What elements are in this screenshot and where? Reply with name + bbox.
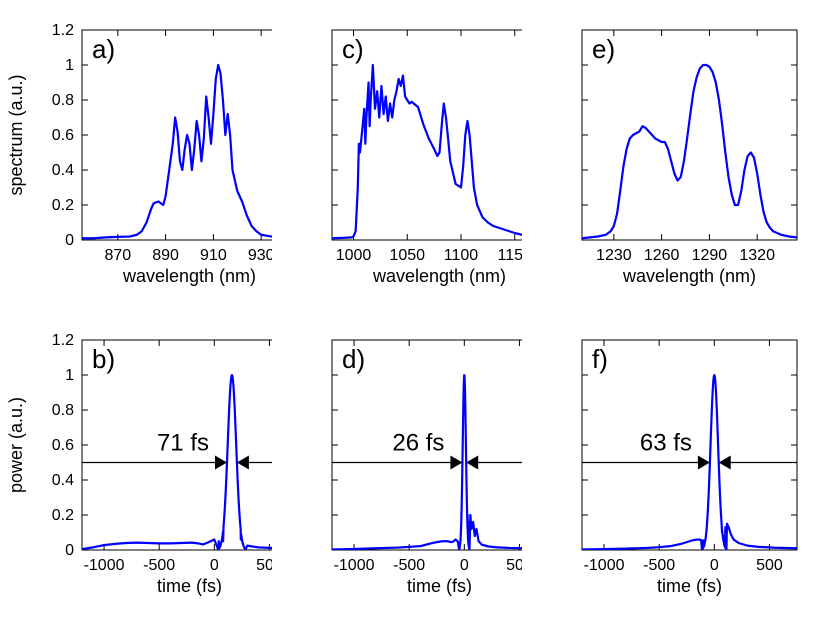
svg-text:0: 0 [65,232,74,249]
svg-text:26 fs: 26 fs [392,430,444,457]
svg-text:a): a) [92,34,115,64]
svg-text:1: 1 [65,367,74,384]
svg-text:0.6: 0.6 [52,437,74,454]
svg-text:time (fs): time (fs) [407,576,472,596]
svg-text:910: 910 [200,247,227,264]
svg-text:-500: -500 [393,557,425,574]
svg-text:0: 0 [65,542,74,559]
svg-text:f): f) [592,344,608,374]
svg-text:1320: 1320 [739,247,775,264]
svg-text:power (a.u.): power (a.u.) [6,397,26,493]
panel-f: -1000 -500 0 500 time (fs) f) 63 fs [522,330,817,610]
svg-text:b): b) [92,344,115,374]
panel-e: 1230 1260 1290 1320 wavelength (nm) e) [522,20,817,300]
svg-text:1100: 1100 [444,247,479,264]
svg-text:wavelength (nm): wavelength (nm) [622,266,756,286]
svg-text:0.6: 0.6 [52,127,74,144]
svg-text:1: 1 [65,57,74,74]
svg-text:-500: -500 [643,557,675,574]
svg-text:time (fs): time (fs) [657,576,722,596]
svg-text:71 fs: 71 fs [157,430,209,457]
svg-text:1230: 1230 [596,247,632,264]
svg-text:0.2: 0.2 [52,197,74,214]
svg-text:63 fs: 63 fs [640,430,692,457]
svg-text:wavelength (nm): wavelength (nm) [372,266,506,286]
svg-text:d): d) [342,344,365,374]
svg-text:1290: 1290 [692,247,728,264]
svg-text:0.8: 0.8 [52,402,74,419]
svg-text:1.2: 1.2 [52,22,74,39]
svg-text:-1000: -1000 [84,557,125,574]
svg-text:1000: 1000 [336,247,372,264]
svg-text:890: 890 [152,247,179,264]
svg-text:-500: -500 [143,557,175,574]
svg-text:1.2: 1.2 [52,332,74,349]
svg-text:1050: 1050 [389,247,425,264]
svg-text:e): e) [592,34,615,64]
svg-text:-1000: -1000 [584,557,625,574]
svg-text:0.4: 0.4 [52,472,74,489]
svg-text:c): c) [342,34,364,64]
svg-text:0.8: 0.8 [52,92,74,109]
svg-text:0: 0 [460,557,469,574]
svg-text:500: 500 [756,557,783,574]
svg-text:-1000: -1000 [334,557,375,574]
svg-text:time (fs): time (fs) [157,576,222,596]
svg-text:wavelength (nm): wavelength (nm) [122,266,256,286]
svg-text:0.4: 0.4 [52,162,74,179]
svg-text:930: 930 [248,247,275,264]
figure-root: 870 890 910 930 0 0.2 0.4 0.6 0.8 1 1.2 wavelength … [0,0,817,622]
svg-text:870: 870 [104,247,131,264]
svg-text:1260: 1260 [644,247,680,264]
svg-text:0: 0 [710,557,719,574]
ylabel-power: power (a.u.) [0,0,40,622]
svg-text:0.2: 0.2 [52,507,74,524]
svg-text:0: 0 [210,557,219,574]
